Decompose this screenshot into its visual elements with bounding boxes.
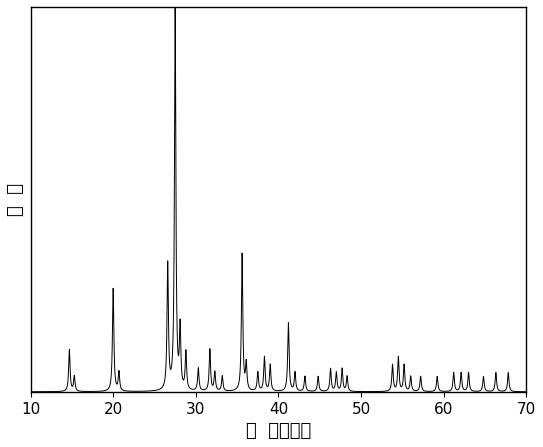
Y-axis label: 强  度: 强 度 <box>7 183 25 216</box>
X-axis label: 角  度（度）: 角 度（度） <box>246 422 311 440</box>
